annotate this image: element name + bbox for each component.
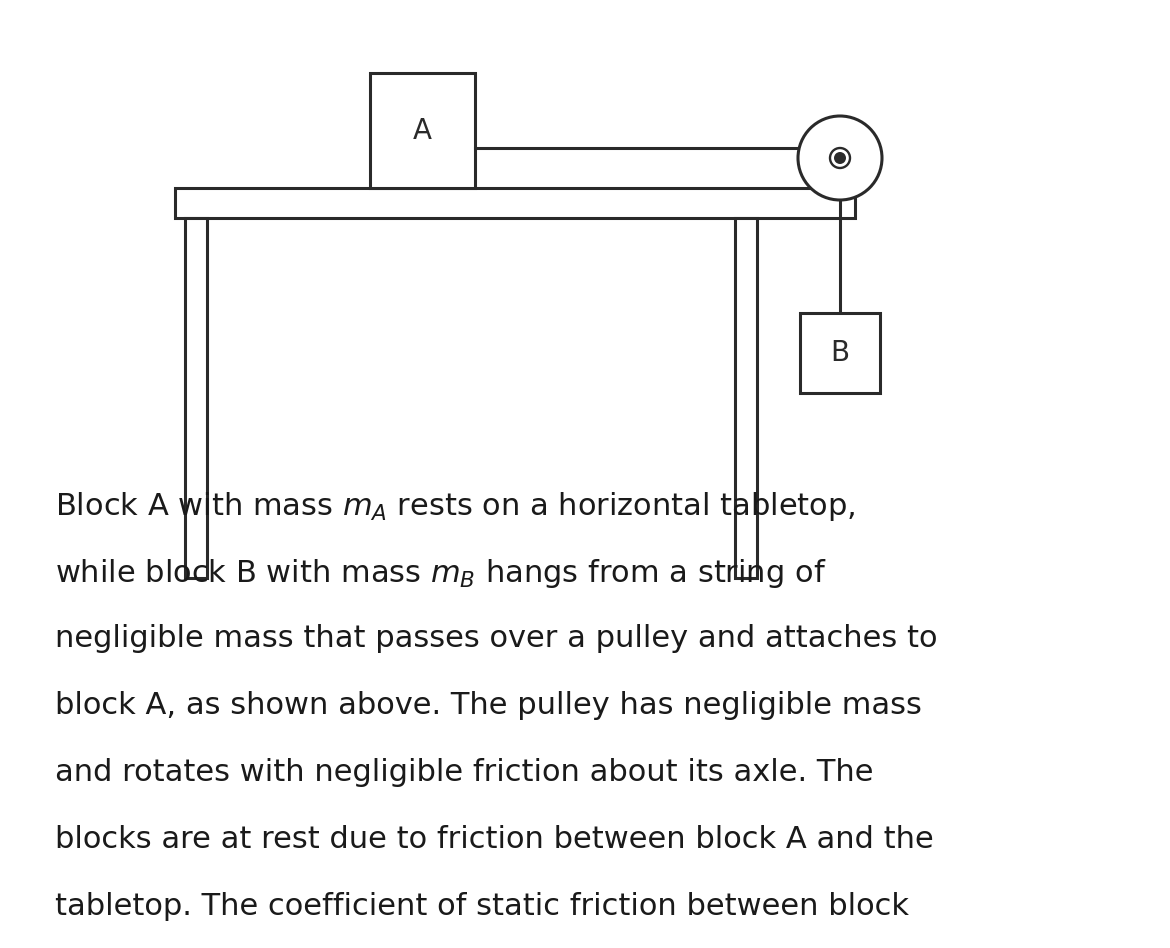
Bar: [176, 188, 855, 218]
Text: and rotates with negligible friction about its axle. The: and rotates with negligible friction abo…: [55, 758, 874, 787]
Bar: [800, 313, 880, 393]
Text: negligible mass that passes over a pulley and attaches to: negligible mass that passes over a pulle…: [55, 624, 937, 653]
Bar: [185, 218, 207, 578]
Circle shape: [830, 148, 849, 168]
Circle shape: [834, 152, 846, 164]
Text: B: B: [831, 339, 849, 367]
Text: tabletop. The coefficient of static friction between block: tabletop. The coefficient of static fric…: [55, 892, 909, 921]
Text: while block B with mass $m_B$ hangs from a string of: while block B with mass $m_B$ hangs from…: [55, 557, 826, 590]
Text: A: A: [413, 117, 432, 144]
Bar: [735, 218, 757, 578]
Circle shape: [798, 116, 882, 200]
Text: Block A with mass $m_A$ rests on a horizontal tabletop,: Block A with mass $m_A$ rests on a horiz…: [55, 490, 855, 523]
Text: block A, as shown above. The pulley has negligible mass: block A, as shown above. The pulley has …: [55, 691, 922, 720]
Bar: [370, 73, 475, 188]
Text: blocks are at rest due to friction between block A and the: blocks are at rest due to friction betwe…: [55, 825, 934, 854]
